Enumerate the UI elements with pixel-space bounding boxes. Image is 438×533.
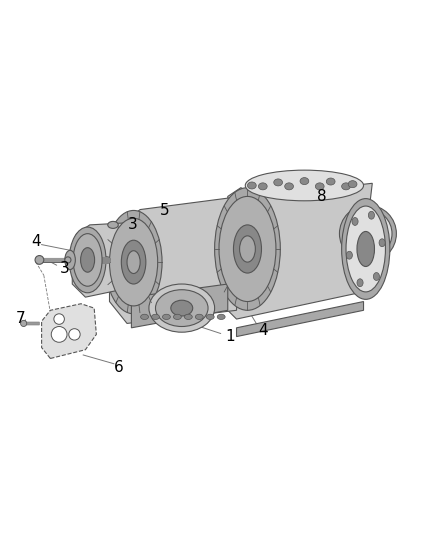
- Ellipse shape: [346, 251, 353, 259]
- Polygon shape: [42, 304, 96, 359]
- Ellipse shape: [300, 177, 309, 184]
- Ellipse shape: [342, 199, 390, 300]
- Ellipse shape: [373, 272, 379, 280]
- Ellipse shape: [342, 183, 350, 190]
- Ellipse shape: [215, 188, 280, 310]
- Ellipse shape: [65, 251, 75, 270]
- Ellipse shape: [69, 329, 80, 340]
- Polygon shape: [110, 197, 241, 324]
- Ellipse shape: [152, 314, 159, 319]
- Ellipse shape: [315, 183, 324, 190]
- Ellipse shape: [162, 314, 170, 319]
- Ellipse shape: [73, 233, 102, 286]
- Polygon shape: [72, 223, 129, 297]
- Ellipse shape: [127, 251, 140, 273]
- Text: 3: 3: [128, 217, 138, 232]
- Ellipse shape: [368, 211, 374, 219]
- Text: 6: 6: [113, 360, 123, 375]
- Ellipse shape: [105, 211, 162, 314]
- Ellipse shape: [233, 225, 261, 273]
- Ellipse shape: [344, 209, 392, 258]
- Polygon shape: [237, 302, 364, 336]
- Ellipse shape: [348, 181, 357, 188]
- Ellipse shape: [173, 314, 181, 319]
- Ellipse shape: [206, 314, 214, 319]
- Ellipse shape: [195, 314, 203, 319]
- Ellipse shape: [285, 183, 293, 190]
- Ellipse shape: [240, 236, 255, 262]
- Ellipse shape: [217, 314, 225, 319]
- Polygon shape: [131, 284, 228, 328]
- Ellipse shape: [35, 255, 44, 264]
- Ellipse shape: [352, 217, 358, 225]
- Text: 3: 3: [60, 261, 70, 276]
- Ellipse shape: [110, 219, 158, 306]
- Ellipse shape: [357, 231, 374, 266]
- Ellipse shape: [184, 314, 192, 319]
- Ellipse shape: [258, 183, 267, 190]
- Ellipse shape: [141, 314, 148, 319]
- Text: 7: 7: [16, 311, 26, 326]
- Ellipse shape: [81, 248, 95, 272]
- Ellipse shape: [155, 290, 208, 327]
- Ellipse shape: [54, 314, 64, 324]
- Polygon shape: [228, 183, 372, 319]
- Text: 8: 8: [317, 189, 327, 204]
- Ellipse shape: [379, 239, 385, 247]
- Ellipse shape: [339, 205, 396, 262]
- Ellipse shape: [326, 178, 335, 185]
- Text: 5: 5: [159, 203, 169, 218]
- Ellipse shape: [274, 179, 283, 186]
- Ellipse shape: [357, 279, 363, 287]
- Ellipse shape: [21, 320, 27, 327]
- Ellipse shape: [65, 257, 71, 263]
- Text: 4: 4: [258, 322, 268, 337]
- Ellipse shape: [121, 240, 146, 284]
- Text: 4: 4: [31, 233, 41, 248]
- Ellipse shape: [219, 197, 276, 302]
- Ellipse shape: [346, 206, 385, 292]
- Ellipse shape: [51, 327, 67, 342]
- Ellipse shape: [245, 170, 364, 201]
- Ellipse shape: [108, 221, 118, 229]
- Ellipse shape: [149, 284, 215, 332]
- Ellipse shape: [69, 227, 106, 293]
- Ellipse shape: [247, 182, 256, 189]
- Ellipse shape: [171, 300, 193, 316]
- Text: 1: 1: [225, 329, 235, 344]
